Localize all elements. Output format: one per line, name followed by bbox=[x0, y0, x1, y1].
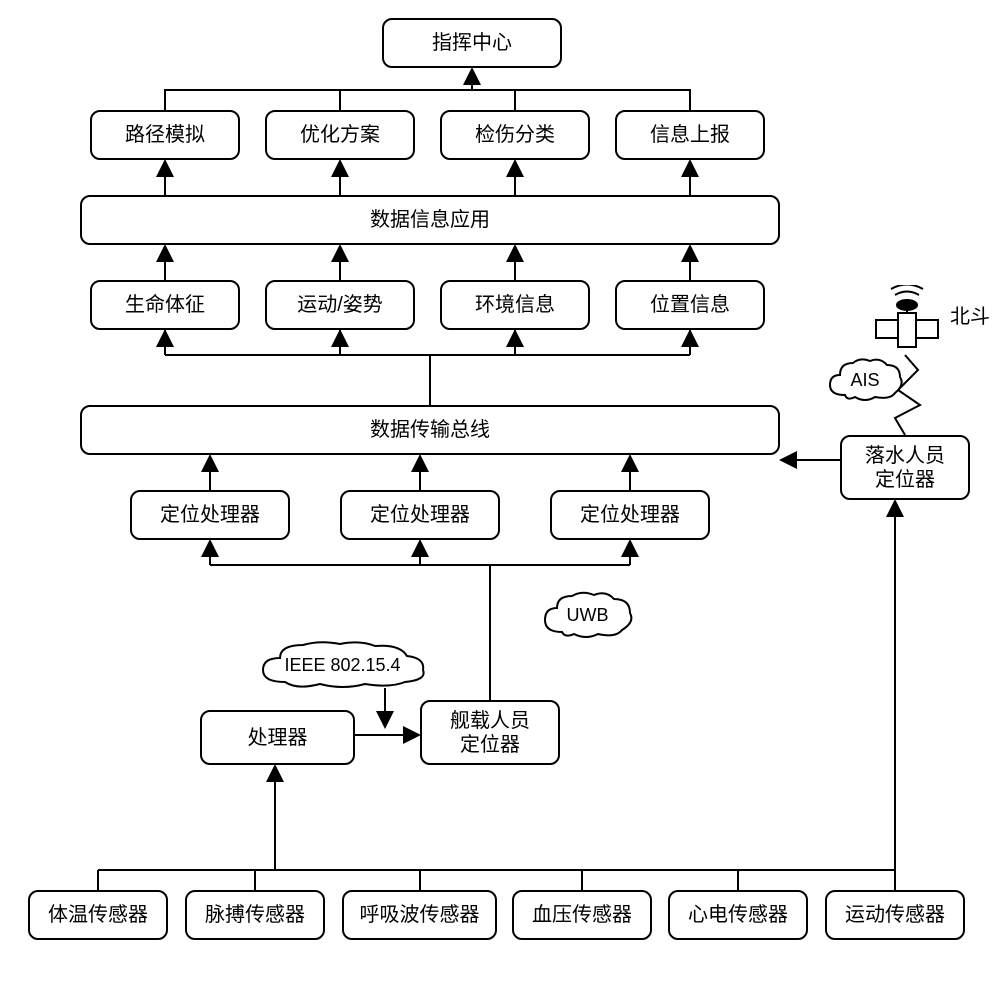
node-label: 定位处理器 bbox=[370, 503, 470, 527]
cloud-label: IEEE 802.15.4 bbox=[284, 655, 400, 676]
node-label: 环境信息 bbox=[475, 293, 555, 317]
node-label: 位置信息 bbox=[650, 293, 730, 317]
loc-proc-2-node: 定位处理器 bbox=[340, 490, 500, 540]
node-label: 生命体征 bbox=[125, 293, 205, 317]
node-label: 运动传感器 bbox=[845, 903, 945, 927]
node-label: 优化方案 bbox=[300, 123, 380, 147]
path-sim-node: 路径模拟 bbox=[90, 110, 240, 160]
temp-sensor-node: 体温传感器 bbox=[28, 890, 168, 940]
node-label: 信息上报 bbox=[650, 123, 730, 147]
node-label: 指挥中心 bbox=[432, 31, 512, 55]
node-label: 体温传感器 bbox=[48, 903, 148, 927]
node-label: 运动/姿势 bbox=[297, 293, 383, 317]
resp-sensor-node: 呼吸波传感器 bbox=[342, 890, 497, 940]
location-info-node: 位置信息 bbox=[615, 280, 765, 330]
satellite-label: 北斗 bbox=[950, 300, 990, 329]
data-bus-node: 数据传输总线 bbox=[80, 405, 780, 455]
satellite-icon bbox=[870, 285, 950, 365]
node-label: 路径模拟 bbox=[125, 123, 205, 147]
uwb-cloud: UWB bbox=[540, 590, 635, 640]
node-label: 心电传感器 bbox=[688, 903, 788, 927]
opt-plan-node: 优化方案 bbox=[265, 110, 415, 160]
node-label: 定位处理器 bbox=[160, 503, 260, 527]
loc-proc-1-node: 定位处理器 bbox=[130, 490, 290, 540]
node-label: 数据信息应用 bbox=[370, 208, 490, 232]
cloud-label: UWB bbox=[567, 605, 609, 626]
pulse-sensor-node: 脉搏传感器 bbox=[185, 890, 325, 940]
motion-sensor-node: 运动传感器 bbox=[825, 890, 965, 940]
node-label: 血压传感器 bbox=[532, 903, 632, 927]
node-label: 脉搏传感器 bbox=[205, 903, 305, 927]
node-label: 处理器 bbox=[248, 726, 308, 750]
motion-posture-node: 运动/姿势 bbox=[265, 280, 415, 330]
command-center-node: 指挥中心 bbox=[382, 18, 562, 68]
node-label: 定位处理器 bbox=[580, 503, 680, 527]
shipborne-locator-node: 舰载人员 定位器 bbox=[420, 700, 560, 765]
node-label: 呼吸波传感器 bbox=[360, 903, 480, 927]
bp-sensor-node: 血压传感器 bbox=[512, 890, 652, 940]
vital-signs-node: 生命体征 bbox=[90, 280, 240, 330]
overboard-locator-node: 落水人员 定位器 bbox=[840, 435, 970, 500]
ecg-sensor-node: 心电传感器 bbox=[668, 890, 808, 940]
triage-node: 检伤分类 bbox=[440, 110, 590, 160]
loc-proc-3-node: 定位处理器 bbox=[550, 490, 710, 540]
ieee-cloud: IEEE 802.15.4 bbox=[255, 640, 430, 690]
node-label: 检伤分类 bbox=[475, 123, 555, 147]
node-label: 舰载人员 定位器 bbox=[450, 709, 530, 757]
node-label: 落水人员 定位器 bbox=[865, 444, 945, 492]
info-report-node: 信息上报 bbox=[615, 110, 765, 160]
cloud-label: AIS bbox=[850, 370, 879, 391]
data-app-node: 数据信息应用 bbox=[80, 195, 780, 245]
node-label: 数据传输总线 bbox=[370, 418, 490, 442]
env-info-node: 环境信息 bbox=[440, 280, 590, 330]
processor-node: 处理器 bbox=[200, 710, 355, 765]
